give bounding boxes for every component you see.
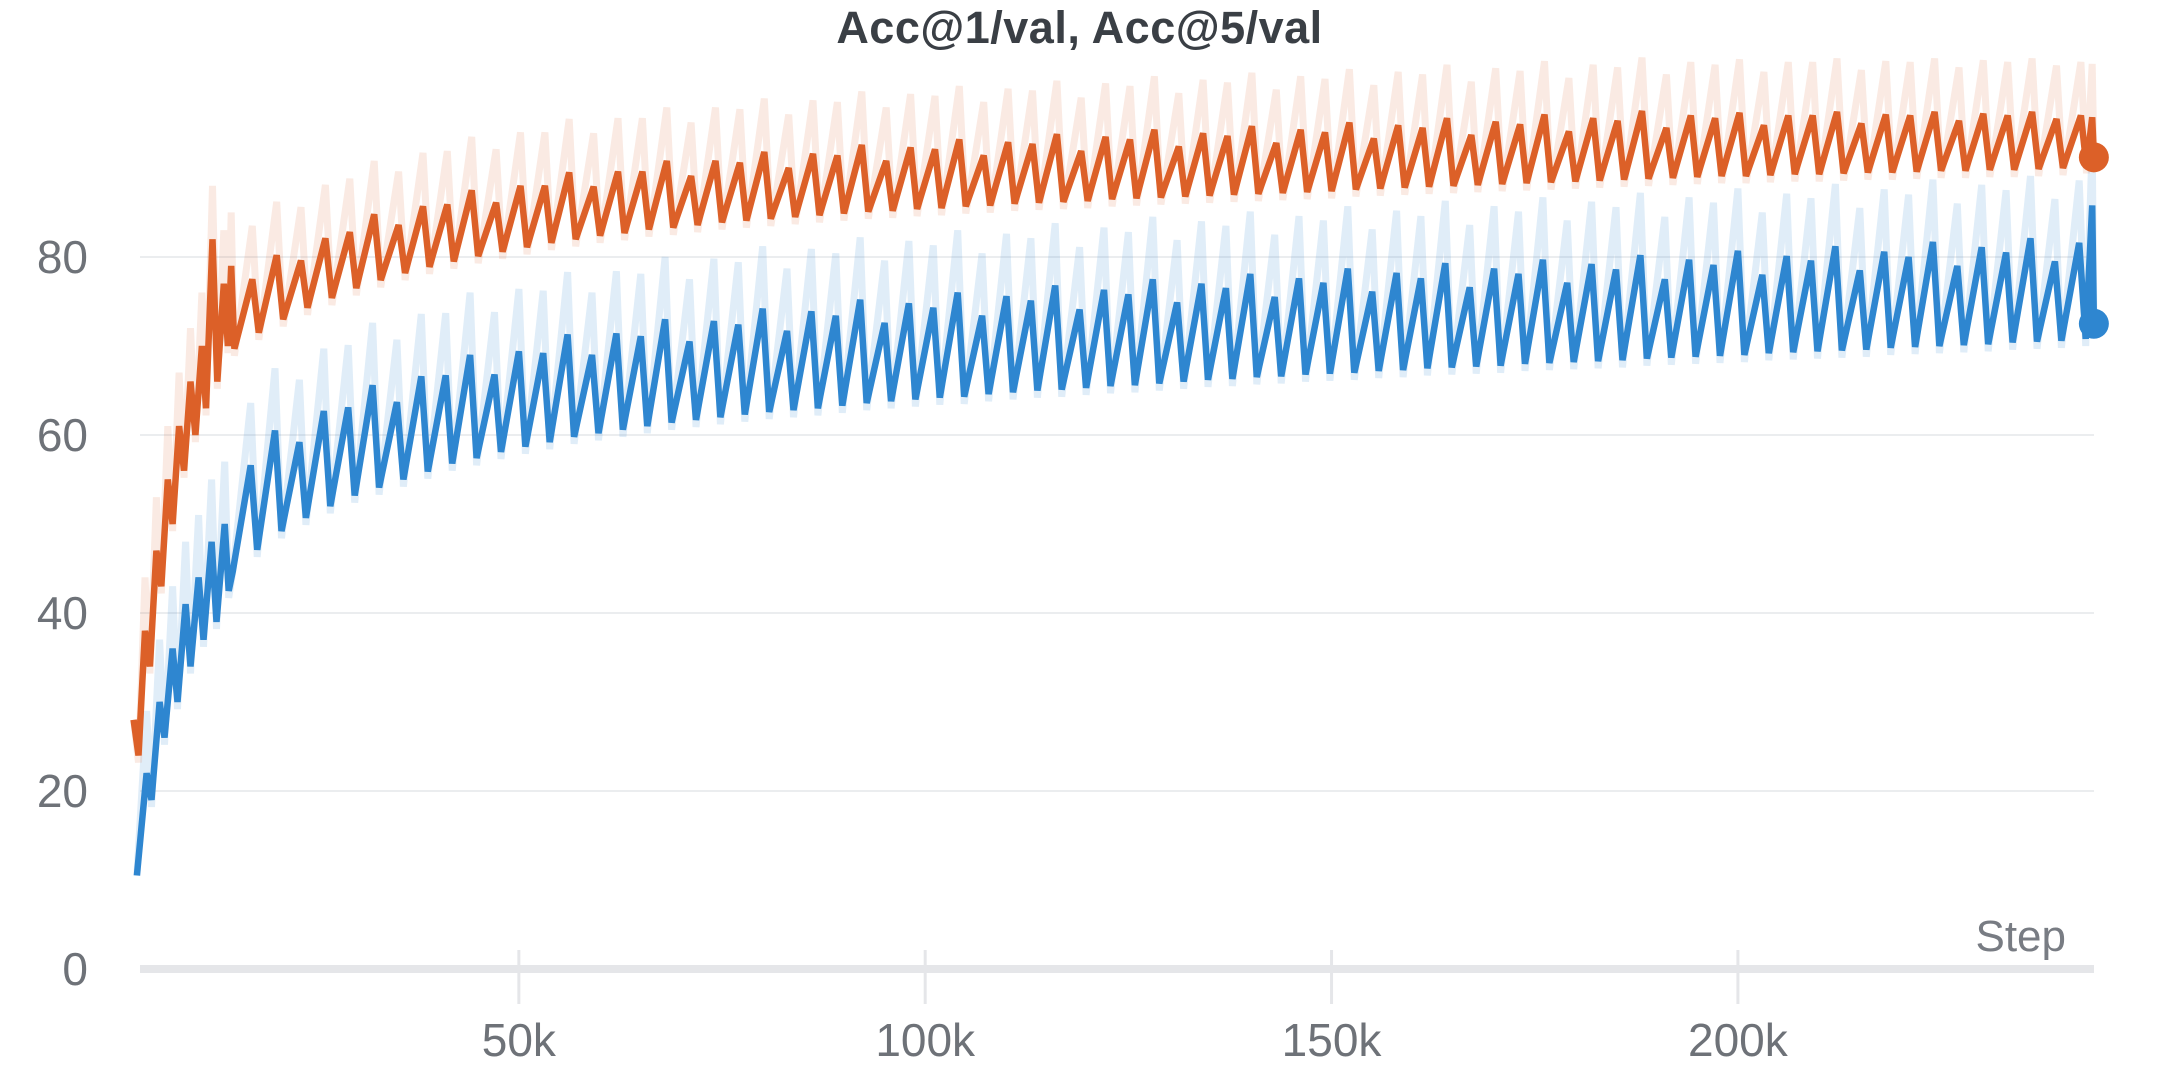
y-axis-tick-label: 40 <box>37 587 88 639</box>
y-axis-tick-label: 60 <box>37 409 88 461</box>
series-line-acc-1-val[interactable] <box>133 205 2098 876</box>
series-line-acc-5-val[interactable] <box>130 110 2098 756</box>
y-axis-tick-label: 20 <box>37 765 88 817</box>
series-end-dot-acc-1-val[interactable] <box>2078 308 2109 339</box>
series-end-dot-acc-5-val[interactable] <box>2078 142 2109 173</box>
x-axis-title: Step <box>1975 912 2066 961</box>
x-axis-tick-label: 150k <box>1282 1014 1383 1066</box>
y-axis-tick-label: 0 <box>62 943 88 995</box>
y-axis-tick-label: 80 <box>37 231 88 283</box>
x-axis-tick-label: 100k <box>875 1014 976 1066</box>
chart-title: Acc@1/val, Acc@5/val <box>836 2 1323 53</box>
x-axis-tick-label: 200k <box>1688 1014 1789 1066</box>
x-axis-tick-label: 50k <box>482 1014 557 1066</box>
